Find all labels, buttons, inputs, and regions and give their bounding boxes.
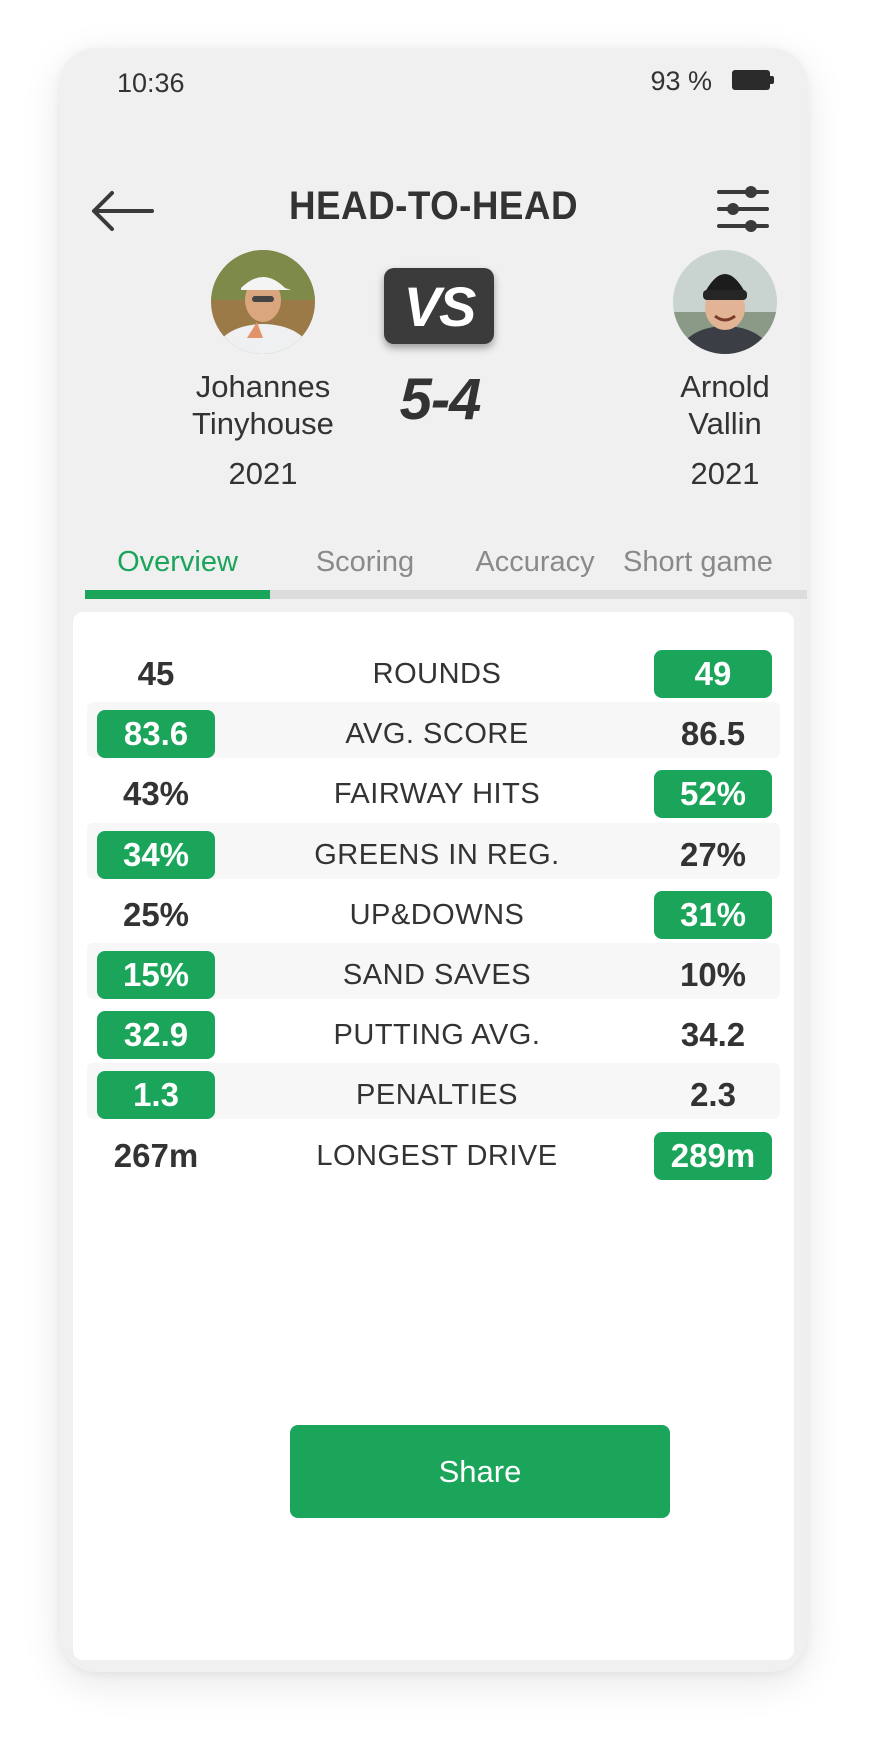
player-name-right: Arnold Vallin	[680, 369, 770, 441]
stat-label: PUTTING AVG.	[333, 1019, 541, 1051]
stat-row: 83.6 AVG. SCORE 86.5	[87, 702, 780, 758]
stat-left-value: 45	[137, 655, 175, 692]
stat-row: 25% UP&DOWNS 31%	[87, 883, 780, 939]
stat-right-value: 49	[654, 650, 772, 698]
phone-screen: 10:36 93 % HEAD-TO-HEAD	[60, 48, 807, 1672]
avatar-right[interactable]	[673, 250, 777, 354]
stat-row: 267m LONGEST DRIVE 289m	[87, 1124, 780, 1180]
player-right: Arnold Vallin 2021	[610, 250, 807, 492]
tab-active-indicator	[85, 590, 270, 599]
stat-label: FAIRWAY HITS	[333, 778, 541, 810]
tab-short-game[interactable]: Short game	[623, 546, 773, 578]
share-button[interactable]: Share	[290, 1425, 670, 1518]
player-year-right: 2021	[690, 456, 760, 491]
stat-right-value: 10%	[679, 956, 747, 993]
header: HEAD-TO-HEAD	[60, 166, 807, 256]
stat-left-value: 43%	[122, 775, 190, 812]
back-button[interactable]	[86, 186, 156, 236]
stat-row: 43% FAIRWAY HITS 52%	[87, 762, 780, 818]
arrow-left-icon	[92, 191, 154, 231]
tab-bar: Overview Scoring Accuracy Short game	[85, 546, 807, 600]
battery-percentage: 93 %	[650, 66, 712, 96]
sliders-icon	[717, 186, 769, 232]
stat-row: 1.3 PENALTIES 2.3	[87, 1063, 780, 1119]
page-title: HEAD-TO-HEAD	[288, 184, 579, 228]
stat-right-value: 2.3	[690, 1076, 736, 1113]
stat-right-value: 86.5	[680, 715, 746, 752]
stat-left-value: 25%	[122, 896, 190, 933]
tab-accuracy[interactable]: Accuracy	[475, 546, 595, 578]
filter-button[interactable]	[715, 184, 771, 234]
stat-row: 45 ROUNDS 49	[87, 642, 780, 698]
stat-label: ROUNDS	[372, 658, 502, 690]
stat-label: AVG. SCORE	[345, 718, 529, 750]
stat-label: LONGEST DRIVE	[316, 1140, 558, 1172]
stat-left-value: 267m	[113, 1137, 199, 1174]
stat-row: 15% SAND SAVES 10%	[87, 943, 780, 999]
tab-overview[interactable]: Overview	[117, 546, 238, 578]
stat-row: 34% GREENS IN REG. 27%	[87, 823, 780, 879]
stat-left-value: 1.3	[97, 1071, 215, 1119]
stat-row: 32.9 PUTTING AVG. 34.2	[87, 1003, 780, 1059]
status-bar: 10:36 93 %	[60, 48, 807, 128]
player-left: Johannes Tinyhouse 2021	[148, 250, 378, 492]
stat-right-value: 27%	[679, 836, 747, 873]
stat-left-value: 15%	[97, 951, 215, 999]
stat-label: GREENS IN REG.	[314, 839, 560, 871]
stat-left-value: 83.6	[97, 710, 215, 758]
battery-icon	[732, 70, 774, 90]
vs-badge: VS	[384, 268, 494, 344]
stat-right-value: 52%	[654, 770, 772, 818]
stat-right-value: 34.2	[680, 1016, 746, 1053]
tab-scoring[interactable]: Scoring	[315, 546, 415, 578]
player-year-left: 2021	[228, 456, 298, 491]
avatar-left[interactable]	[211, 250, 315, 354]
status-time: 10:36	[117, 68, 185, 98]
stat-label: SAND SAVES	[342, 959, 532, 991]
player-name-left: Johannes Tinyhouse	[192, 369, 334, 441]
stat-label: PENALTIES	[356, 1079, 518, 1111]
head-to-head-score: 5-4	[399, 367, 482, 432]
vs-label: VS	[403, 275, 477, 338]
tab-track	[85, 590, 807, 599]
stat-label: UP&DOWNS	[349, 899, 525, 931]
stat-right-value: 31%	[654, 891, 772, 939]
stat-right-value: 289m	[654, 1132, 772, 1180]
stat-left-value: 32.9	[97, 1011, 215, 1059]
stat-left-value: 34%	[97, 831, 215, 879]
